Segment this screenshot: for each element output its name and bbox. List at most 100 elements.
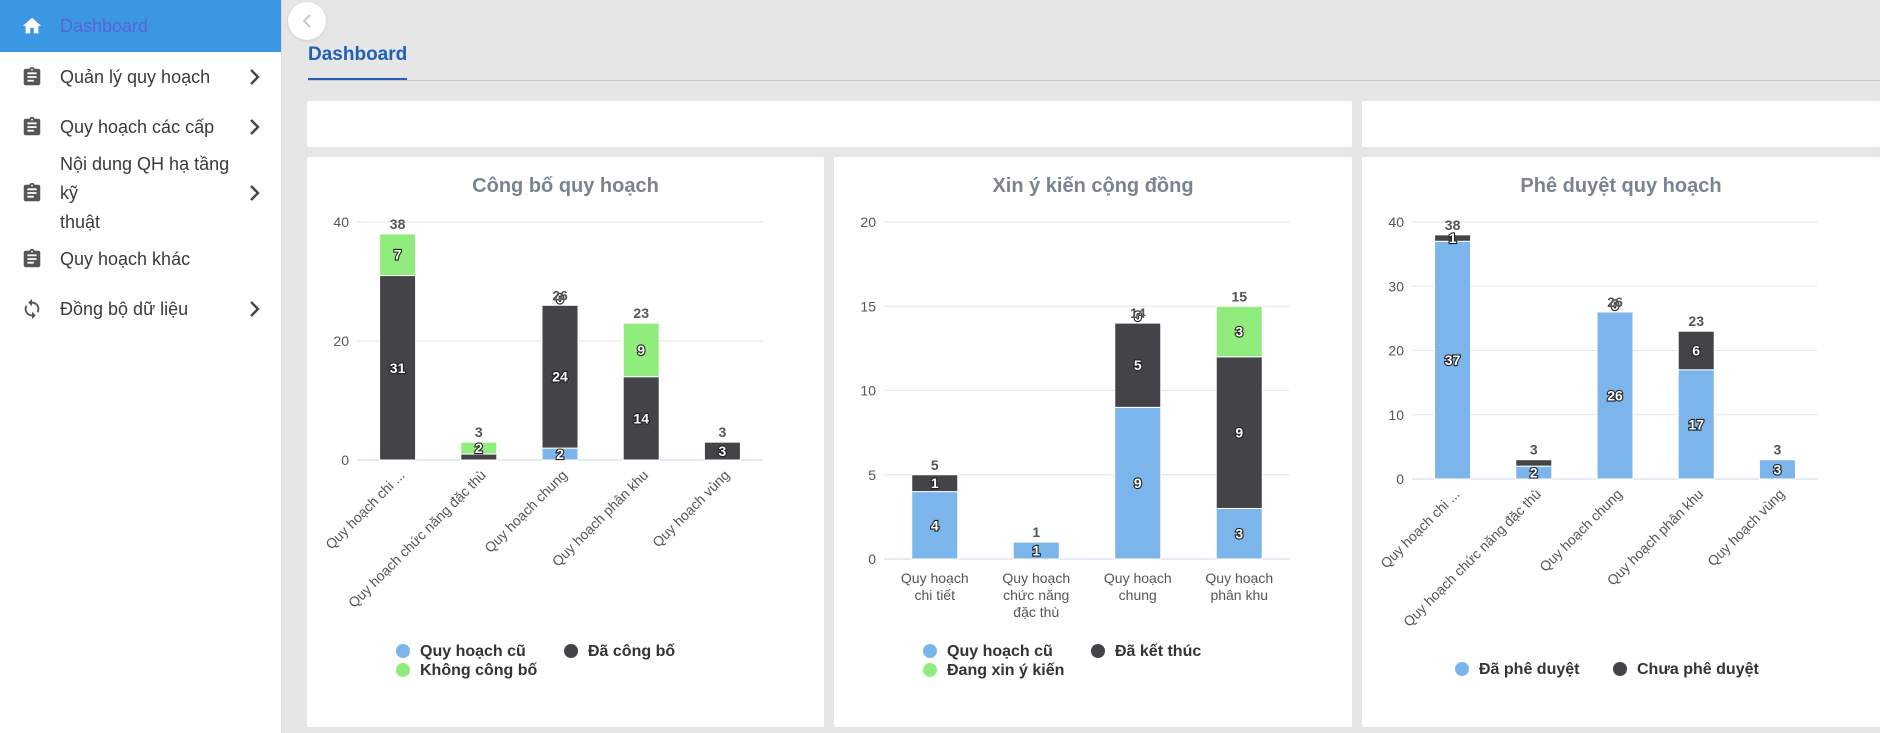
top-panel-right [1362, 101, 1880, 147]
stack-total-label: 23 [633, 305, 649, 321]
y-tick-label: 20 [860, 214, 876, 230]
legend-label: Đã phê duyệt [1479, 661, 1580, 678]
x-tick-label: Quy hoạch chi ... [1377, 486, 1463, 572]
stack-total-label: 15 [1231, 288, 1247, 304]
data-label: 7 [394, 247, 402, 263]
sidebar-item-quy-hoach-khac[interactable]: Quy hoạch khác [0, 234, 281, 284]
legend-label: Không công bố [420, 662, 538, 679]
sidebar-item-quan-ly-quy-hoach[interactable]: Quản lý quy hoạch [0, 52, 281, 102]
data-label: 2 [1530, 465, 1538, 481]
y-tick-label: 15 [860, 298, 876, 314]
data-label: 1 [1032, 543, 1040, 559]
sidebar-item-dashboard[interactable]: Dashboard [0, 0, 281, 52]
y-tick-label: 10 [1388, 407, 1404, 423]
legend-label: Quy hoạch cũ [420, 643, 526, 660]
bar-segment [1012, 541, 1060, 560]
chart-panel-cong-bo: Công bố quy hoạch 0 20 40 31 7 38 Quy hoạch chi… [307, 157, 824, 727]
chevron-right-icon[interactable] [245, 117, 265, 137]
sync-icon [18, 295, 46, 323]
data-label: 24 [552, 369, 568, 385]
collapse-sidebar-button[interactable] [288, 2, 326, 40]
legend-marker [923, 663, 937, 677]
chart-title: Xin ý kiến cộng đồng [992, 175, 1193, 197]
sidebar-item-noi-dung-qh-ha-tang[interactable]: Nội dung QH hạ tầng kỹ thuật [0, 152, 281, 234]
sidebar-item-label: Nội dung QH hạ tầng kỹ thuật [60, 150, 245, 237]
bar-segment [703, 441, 741, 461]
stack-total-label: 3 [719, 424, 727, 440]
sidebar-item-dong-bo-du-lieu[interactable]: Đồng bộ dữ liệu [0, 284, 281, 334]
legend-label: Đã kết thúc [1115, 643, 1201, 660]
chart-panel-xin-y-kien: Xin ý kiến cộng đồng 0 5 10 15 20 4 1 5 Quy hoạch… [834, 157, 1352, 727]
stack-total-label: 14 [1130, 305, 1146, 321]
x-tick-label-line: Quy hoạch [1205, 570, 1273, 586]
bar-segment [1215, 305, 1263, 358]
bar-segment [460, 441, 498, 455]
chevron-right-icon[interactable] [245, 183, 265, 203]
data-label: 0 [1134, 308, 1142, 324]
legend-marker [396, 644, 410, 658]
x-tick-label-line: Quy hoạch [1104, 570, 1172, 586]
x-tick-label-line: đặc thù [1013, 604, 1059, 620]
stack-total-label: 38 [1445, 217, 1461, 233]
x-tick-label: Quy hoạch vùng [1704, 486, 1787, 569]
x-tick-label: Quy hoạch chung [1536, 486, 1625, 575]
y-tick-label: 40 [1388, 214, 1404, 230]
bar-segment [622, 322, 660, 378]
y-tick-label: 5 [868, 467, 876, 483]
y-tick-label: 0 [1396, 471, 1404, 487]
bar-segment [541, 304, 579, 449]
x-tick-label-line: chung [1119, 587, 1157, 603]
clipboard-icon [18, 63, 46, 91]
stack-total-label: 1 [1032, 524, 1040, 540]
legend-label: Chưa phê duyệt [1637, 661, 1759, 678]
legend-item[interactable]: Chưa phê duyệt [1613, 661, 1759, 678]
legend-marker [1455, 662, 1469, 676]
data-label: 0 [556, 290, 564, 306]
data-label: 6 [1692, 343, 1700, 359]
sidebar-item-label: Quy hoạch các cấp [60, 116, 215, 137]
sidebar-item-quy-hoach-cac-cap[interactable]: Quy hoạch các cấp [0, 102, 281, 152]
data-label: 26 [1607, 387, 1623, 403]
legend-item[interactable]: Đã phê duyệt [1455, 661, 1580, 678]
data-label: 3 [1774, 461, 1782, 477]
data-label: 2 [475, 440, 483, 456]
legend-label: Quy hoạch cũ [947, 643, 1053, 660]
legend-label: Đang xin ý kiến [947, 662, 1064, 679]
chevron-right-icon[interactable] [245, 67, 265, 87]
clipboard-icon [18, 179, 46, 207]
y-tick-label: 40 [333, 214, 349, 230]
bar-segment [1515, 459, 1553, 467]
y-tick-label: 20 [333, 333, 349, 349]
x-tick-label: Quy hoạch vùng [649, 467, 732, 550]
x-tick-label: Quy hoạch chức năng đặc thù [1400, 486, 1544, 630]
sidebar: Dashboard Quản lý quy hoạch Quy hoạch cá… [0, 0, 282, 733]
stack-total-label: 26 [552, 287, 568, 303]
stack-total-label: 3 [475, 424, 483, 440]
legend-item[interactable]: Không công bố [396, 662, 538, 679]
tab-divider [308, 80, 1880, 81]
bar-segment [1215, 507, 1263, 560]
x-tick-label-line: chi tiết [915, 587, 956, 603]
legend-item[interactable]: Đã kết thúc [1091, 643, 1201, 660]
data-label: 3 [719, 443, 727, 459]
stack-total-label: 38 [390, 216, 406, 232]
legend-item[interactable]: Quy hoạch cũ [923, 643, 1053, 660]
tab-dashboard[interactable]: Dashboard [308, 44, 408, 81]
legend-item[interactable]: Đang xin ý kiến [923, 662, 1064, 679]
data-label: 3 [1235, 526, 1243, 542]
bar-segment [1215, 356, 1263, 509]
legend-item[interactable]: Quy hoạch cũ [396, 643, 526, 660]
chevron-right-icon[interactable] [245, 299, 265, 319]
data-label: 2 [556, 446, 564, 462]
legend-label: Đã công bố [588, 643, 675, 660]
legend-item[interactable]: Đã công bố [564, 643, 675, 660]
data-label: 31 [390, 360, 406, 376]
data-label: 9 [1134, 475, 1142, 491]
bar-segment [1758, 459, 1796, 480]
data-label: 5 [1134, 357, 1142, 373]
stack-total-label: 26 [1607, 294, 1623, 310]
sidebar-item-label-line1: Nội dung QH hạ tầng kỹ [60, 153, 230, 203]
bar-segment [911, 474, 959, 493]
chevron-left-icon [302, 14, 311, 28]
